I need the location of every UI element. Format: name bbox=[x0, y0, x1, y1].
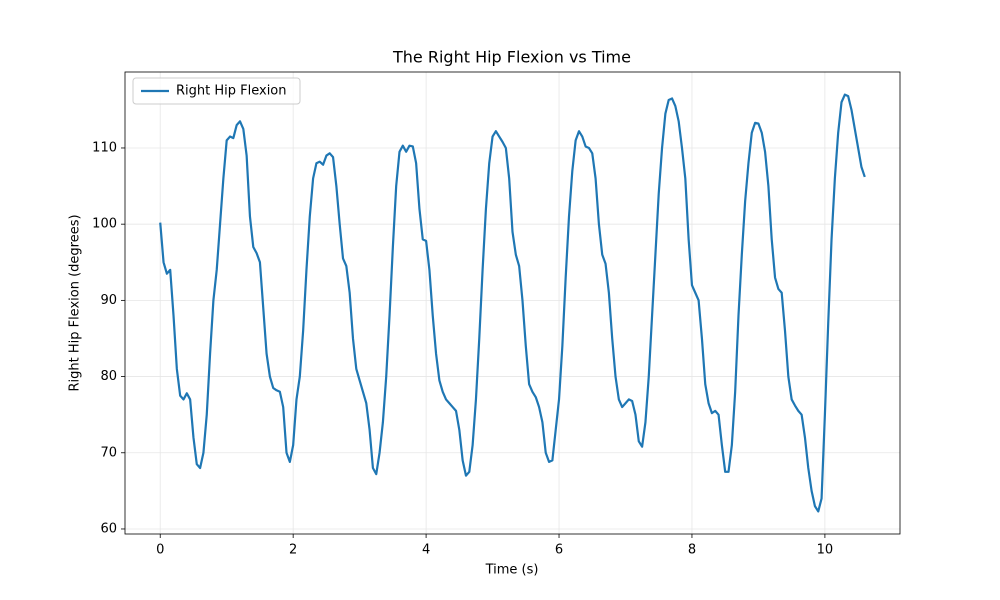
x-tick-label: 4 bbox=[422, 543, 430, 558]
legend-label: Right Hip Flexion bbox=[176, 84, 287, 99]
y-tick-label: 60 bbox=[100, 521, 117, 536]
legend-box bbox=[132, 77, 301, 105]
x-tick-label: 0 bbox=[156, 543, 164, 558]
x-axis-label: Time (s) bbox=[485, 563, 539, 578]
y-tick-label: 80 bbox=[100, 369, 117, 384]
y-tick-label: 100 bbox=[92, 217, 117, 232]
x-tick-label: 8 bbox=[688, 543, 696, 558]
chart-title: The Right Hip Flexion vs Time bbox=[392, 48, 631, 67]
x-tick-label: 2 bbox=[289, 543, 297, 558]
x-tick-label: 6 bbox=[555, 543, 563, 558]
y-tick-label: 110 bbox=[92, 140, 117, 155]
y-tick-label: 70 bbox=[100, 445, 117, 460]
plot-frame bbox=[124, 71, 901, 535]
y-tick-label: 90 bbox=[100, 293, 117, 308]
x-tick-label: 10 bbox=[817, 543, 834, 558]
data-line bbox=[159, 93, 866, 513]
y-axis-label: Right Hip Flexion (degrees) bbox=[68, 214, 83, 391]
